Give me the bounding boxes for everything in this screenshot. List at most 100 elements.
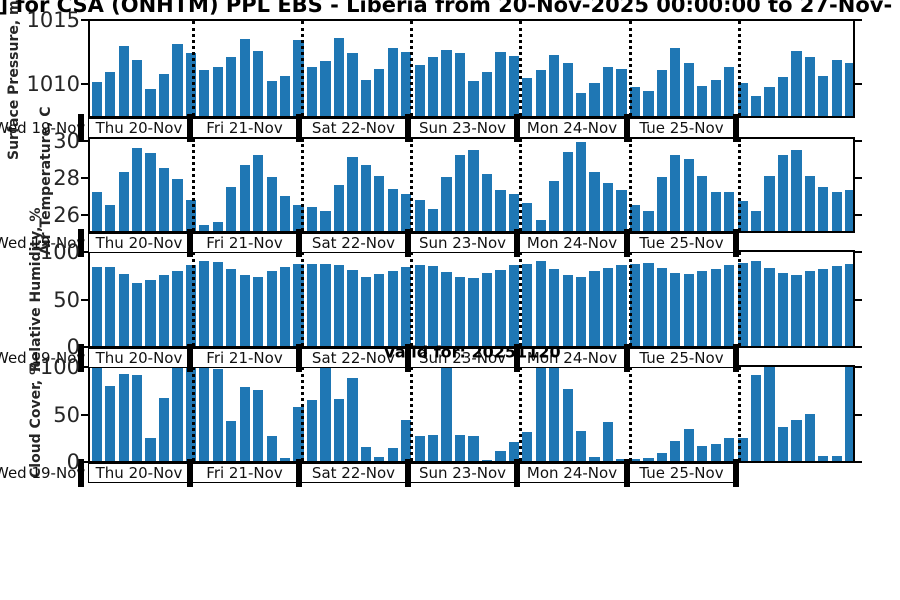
day-boundary-gridline [519,139,522,231]
day-divider-mark [624,344,630,372]
bar [562,388,573,461]
bar [145,279,156,346]
day-divider-mark [296,114,302,142]
bar [253,276,264,346]
bar [360,276,371,346]
bar [535,70,546,116]
bar [724,66,735,116]
x-axis-day-label: Tue 25-Nov [639,349,724,367]
bar [387,188,398,231]
day-boundary-gridline [192,139,195,231]
bar [670,155,681,231]
y-tick-mark [81,346,88,348]
bar [266,436,277,461]
day-boundary-gridline [519,252,522,346]
bar [697,86,708,116]
bar [629,459,641,461]
bar [212,66,223,116]
bar [293,205,304,231]
plot-area-surface-pressure [90,21,853,116]
bar [454,155,466,231]
bar [226,420,237,461]
bar [508,56,519,116]
bar [831,60,842,116]
bar [91,82,102,116]
bar [239,387,250,461]
bar [401,52,412,116]
bar [347,157,358,231]
bar [454,53,466,116]
y-tick-label: 0 [66,450,80,474]
bar [253,155,264,231]
x-axis-day-label: Fri 21-Nov [206,119,283,137]
x-axis-day-label: Sun 23-Nov [418,464,507,482]
day-boundary-gridline [629,367,632,461]
bar [306,399,318,461]
bar [602,268,614,346]
bar [535,261,546,346]
bar [845,367,853,461]
bar [333,184,345,231]
bar [441,49,452,116]
bar [105,267,116,346]
bar [589,171,600,231]
day-boundary-gridline [738,21,741,116]
day-boundary-gridline [192,367,195,461]
bar [158,274,170,346]
bar [495,190,506,231]
bar [131,282,143,346]
bar [750,96,762,116]
bar [804,413,815,461]
bar [280,195,291,231]
bar [185,199,197,231]
bar [239,274,250,346]
bar [818,75,829,116]
bar [549,54,560,116]
bar [508,194,519,231]
day-divider-mark [514,229,520,257]
bar [401,419,412,461]
bar [118,45,129,116]
bar [643,263,654,346]
bar [845,62,853,116]
bar [172,179,183,231]
x-axis-row-3: Wed 19-Nov Thu 20-Nov Fri 21-Nov Sat 22-Nov… [0,344,900,372]
bar [522,432,533,461]
bar [428,266,439,346]
bar [293,40,304,116]
bar [804,57,815,116]
bar [212,368,223,461]
bar [266,271,277,346]
bar [428,208,439,231]
bar [764,175,775,231]
bar [683,429,694,461]
bar [737,263,748,346]
day-boundary-gridline [301,139,304,231]
bar [212,262,223,346]
day-boundary-gridline [738,252,741,346]
bar [118,171,129,231]
day-divider-mark [187,229,193,257]
bar [266,177,277,231]
bar [145,88,156,116]
bar [697,445,708,461]
day-boundary-gridline [738,139,741,231]
bar [495,270,506,346]
bar [683,159,694,231]
bar [266,80,277,116]
bar [293,407,304,461]
bar [320,264,331,346]
y-tick-mark-right [855,346,862,348]
x-axis-day-label: Sat 22-Nov [311,349,396,367]
bar [791,50,802,116]
y-tick-mark [81,461,88,463]
bar [441,367,452,461]
bar [737,201,748,231]
bar [710,192,721,231]
bar [576,142,587,231]
bar [468,149,479,231]
bar [562,151,573,231]
panel-cloud-cover [88,365,855,463]
x-axis-day-label: Tue 25-Nov [639,464,724,482]
y-tick-mark-right [855,213,862,216]
